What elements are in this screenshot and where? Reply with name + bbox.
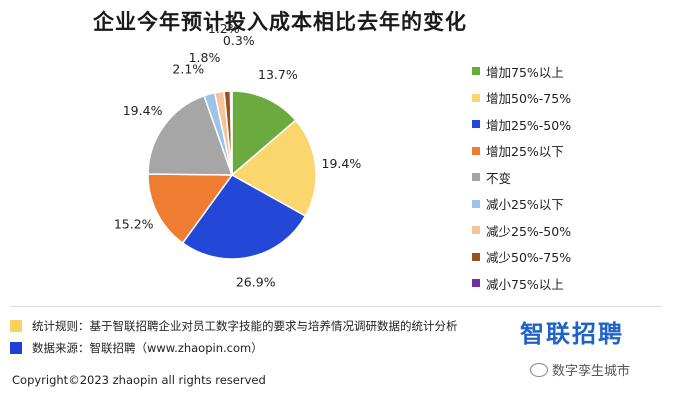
data-label: 1.8% xyxy=(189,50,221,65)
data-label: 26.9% xyxy=(236,274,276,289)
legend-swatch xyxy=(472,226,480,235)
legend-label: 增加25%-50% xyxy=(486,117,572,133)
pie-chart: 13.7% 19.4% 26.9% 15.2% 19.4% 2.1%1.8% 1.2%0.3… xyxy=(114,21,362,289)
legend: 增加75%以上 增加50%-75% 增加25%-50% 增加25%以下 不变减小25%以… xyxy=(472,58,662,297)
legend-swatch xyxy=(472,173,480,182)
legend-label: 不变 xyxy=(486,170,512,186)
legend-item: 增加25%以下 xyxy=(472,138,662,165)
blue-square-icon xyxy=(10,342,22,354)
data-label: 13.7% xyxy=(258,67,298,82)
legend-swatch xyxy=(472,199,480,208)
legend-label: 减少50%-75% xyxy=(486,250,572,266)
legend-label: 减少25%-50% xyxy=(486,223,572,239)
legend-swatch xyxy=(472,93,480,102)
legend-item: 减少50%-75% xyxy=(472,244,662,271)
data-label: 15.2% xyxy=(114,216,154,231)
wechat-icon xyxy=(530,362,548,377)
legend-swatch xyxy=(472,120,480,129)
legend-item: 不变 xyxy=(472,164,662,191)
divider xyxy=(10,306,662,307)
statistics-rule-text: 统计规则：基于智联招聘企业对员工数字技能的要求与培养情况调研数据的统计分析 xyxy=(32,319,458,333)
legend-item: 增加75%以上 xyxy=(472,58,662,85)
copyright: Copyright©2023 zhaopin all rights reserv… xyxy=(12,373,266,387)
legend-swatch xyxy=(472,146,480,155)
pie-slice xyxy=(181,174,307,260)
chart-title: 企业今年预计投入成本相比去年的变化 xyxy=(93,10,467,34)
legend-item: 减小25%以下 xyxy=(472,191,662,218)
legend-label: 增加25%以下 xyxy=(486,144,564,160)
pie-slice xyxy=(231,90,297,177)
legend-swatch xyxy=(472,279,480,288)
pie-slice xyxy=(147,173,234,245)
legend-label: 增加75%以上 xyxy=(486,64,564,80)
legend-label: 增加50%-75% xyxy=(486,91,572,107)
legend-item: 减小75%以上 xyxy=(472,270,662,297)
legend-swatch xyxy=(472,252,480,261)
brand-logo: 智联招聘 xyxy=(520,320,624,348)
data-label: 0.3% xyxy=(223,33,255,48)
wechat-account-name: 数字孪生城市 xyxy=(552,364,631,379)
pie-slice xyxy=(230,119,317,217)
data-label: 19.4% xyxy=(123,103,163,118)
yellow-square-icon xyxy=(10,320,22,332)
data-label: 19.4% xyxy=(322,156,362,171)
legend-item: 减少25%-50% xyxy=(472,217,662,244)
legend-item: 增加25%-50% xyxy=(472,111,662,138)
pie-slice xyxy=(229,90,233,176)
statistics-rule-note: 统计规则：基于智联招聘企业对员工数字技能的要求与培养情况调研数据的统计分析 xyxy=(10,318,458,334)
legend-label: 减小75%以上 xyxy=(486,276,564,292)
data-source-note: 数据来源：智联招聘（www.zhaopin.com） xyxy=(10,340,263,356)
legend-swatch xyxy=(472,67,480,76)
data-label: 2.1% xyxy=(172,62,204,77)
legend-label: 减小25%以下 xyxy=(486,197,564,213)
data-label: 1.2% xyxy=(208,21,240,36)
wechat-watermark: 数字孪生城市 xyxy=(530,360,630,379)
data-source-text: 数据来源：智联招聘（www.zhaopin.com） xyxy=(32,341,263,355)
legend-item: 增加50%-75% xyxy=(472,85,662,112)
